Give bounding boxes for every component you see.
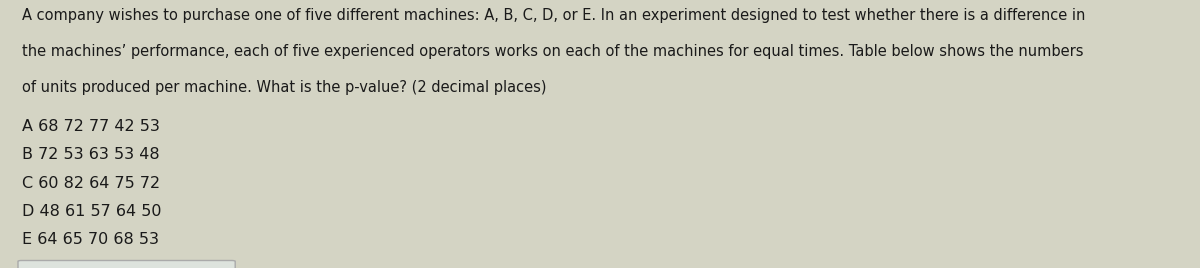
FancyBboxPatch shape bbox=[18, 260, 235, 268]
Text: D 48 61 57 64 50: D 48 61 57 64 50 bbox=[22, 204, 161, 219]
Text: of units produced per machine. What is the p-value? (2 decimal places): of units produced per machine. What is t… bbox=[22, 80, 546, 95]
Text: the machines’ performance, each of five experienced operators works on each of t: the machines’ performance, each of five … bbox=[22, 44, 1084, 59]
Text: B 72 53 63 53 48: B 72 53 63 53 48 bbox=[22, 147, 160, 162]
Text: E 64 65 70 68 53: E 64 65 70 68 53 bbox=[22, 232, 158, 247]
Text: A 68 72 77 42 53: A 68 72 77 42 53 bbox=[22, 119, 160, 134]
Text: C 60 82 64 75 72: C 60 82 64 75 72 bbox=[22, 176, 160, 191]
Text: A company wishes to purchase one of five different machines: A, B, C, D, or E. I: A company wishes to purchase one of five… bbox=[22, 8, 1085, 23]
